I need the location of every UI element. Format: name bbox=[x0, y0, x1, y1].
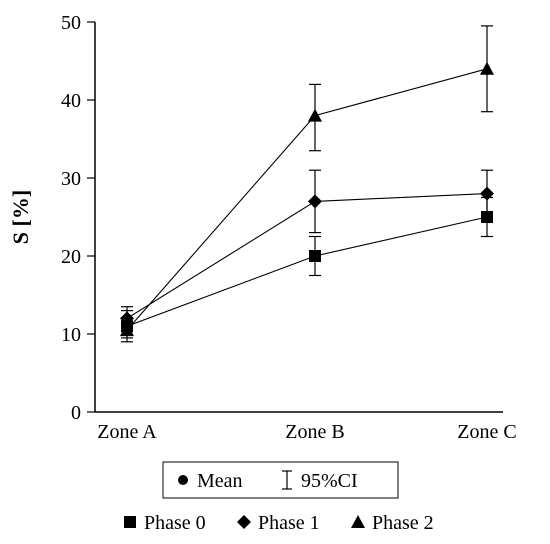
legend-label: Phase 2 bbox=[372, 512, 434, 534]
marker-triangle bbox=[351, 515, 365, 528]
ytick-label: 10 bbox=[61, 324, 81, 346]
series-line bbox=[127, 69, 487, 330]
marker-diamond bbox=[480, 187, 494, 201]
y-axis-label: S [%] bbox=[8, 190, 33, 244]
ytick-label: 50 bbox=[61, 12, 81, 34]
legend-label: 95%CI bbox=[301, 470, 358, 492]
series-line bbox=[127, 194, 487, 319]
marker-square bbox=[481, 211, 493, 223]
chart: 0 10 20 30 40 50 S [%] Zone A Zone B Zone C Mean 95… bbox=[0, 0, 550, 544]
xtick-label: Zone A bbox=[97, 421, 157, 443]
ytick-label: 40 bbox=[61, 90, 81, 112]
marker-square bbox=[124, 516, 136, 528]
marker-square bbox=[309, 250, 321, 262]
ytick-label: 0 bbox=[71, 402, 81, 424]
xtick-label: Zone B bbox=[285, 421, 344, 443]
legend-label: Phase 1 bbox=[258, 512, 320, 534]
legend-label: Phase 0 bbox=[144, 512, 206, 534]
marker-diamond bbox=[237, 515, 251, 529]
marker-triangle bbox=[480, 62, 494, 75]
series-line bbox=[127, 217, 487, 326]
xtick-label: Zone C bbox=[457, 421, 516, 443]
legend-label: Mean bbox=[197, 470, 243, 492]
marker-dot bbox=[178, 475, 188, 485]
marker-triangle bbox=[308, 109, 322, 122]
marker-diamond bbox=[308, 194, 322, 208]
ytick-label: 20 bbox=[61, 246, 81, 268]
ytick-label: 30 bbox=[61, 168, 81, 190]
series-group bbox=[120, 26, 494, 342]
